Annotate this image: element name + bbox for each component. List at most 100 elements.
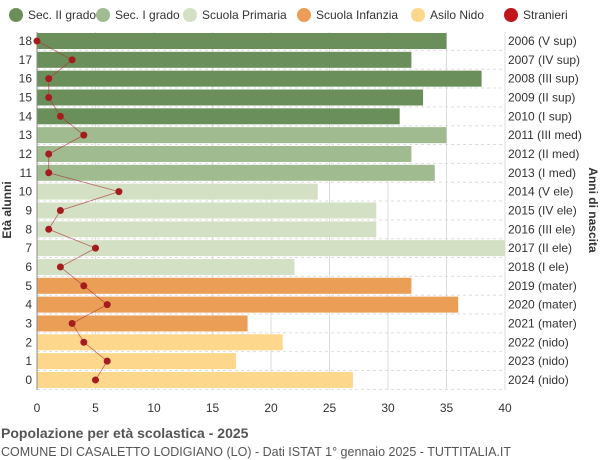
age-label: 16: [19, 72, 33, 86]
stranieri-point: [56, 206, 64, 214]
stranieri-point: [103, 357, 111, 365]
legend-marker: [96, 8, 110, 22]
stranieri-point: [45, 150, 53, 158]
x-tick-label: 30: [381, 401, 395, 415]
bar: [37, 89, 424, 106]
stranieri-point: [33, 37, 41, 45]
bar: [37, 127, 447, 144]
birth-year-label: 2007 (IV sup): [508, 53, 580, 67]
birth-year-label: 2015 (IV ele): [508, 203, 577, 217]
age-label: 8: [25, 222, 32, 236]
age-label: 2: [25, 335, 32, 349]
birth-year-label: 2019 (mater): [508, 279, 577, 293]
x-tick-label: 0: [34, 401, 41, 415]
birth-year-label: 2018 (I ele): [508, 260, 569, 274]
chart: Sec. II grado Sec. I grado Scuola Primaria…: [0, 8, 600, 415]
bar: [37, 353, 236, 370]
stranieri-point: [45, 169, 53, 177]
age-label: 14: [19, 109, 33, 123]
bar: [37, 258, 295, 275]
x-tick-label: 35: [440, 401, 454, 415]
age-label: 4: [25, 298, 32, 312]
birth-year-label: 2010 (I sup): [508, 109, 572, 123]
legend-label: Sec. II grado: [28, 8, 96, 22]
chart-title: Popolazione per età scolastica - 2025: [1, 425, 249, 441]
age-label: 17: [19, 53, 33, 67]
x-tick-label: 40: [498, 401, 512, 415]
bar: [37, 334, 283, 351]
y-axis-label: Età alunni: [0, 181, 14, 238]
legend-marker: [504, 8, 518, 22]
birth-year-label: 2016 (III ele): [508, 222, 575, 236]
stranieri-point: [92, 376, 99, 384]
legend-marker: [297, 8, 311, 22]
age-label: 1: [25, 354, 32, 368]
stranieri-point: [56, 112, 64, 120]
stranieri-point: [92, 244, 99, 252]
x-tick-label: 10: [147, 401, 161, 415]
birth-year-label: 2022 (nido): [508, 335, 569, 349]
birth-year-label: 2020 (mater): [508, 298, 577, 312]
x-tick-label: 25: [323, 401, 337, 415]
birth-year-label: 2008 (III sup): [508, 72, 579, 86]
bar: [37, 277, 412, 294]
bar: [37, 33, 447, 49]
age-label: 11: [20, 166, 33, 180]
age-label: 9: [25, 203, 32, 217]
x-tick-label: 15: [206, 401, 220, 415]
age-label: 15: [19, 90, 33, 104]
bar: [37, 183, 318, 200]
bar: [37, 221, 377, 238]
birth-year-label: 2006 (V sup): [508, 34, 577, 48]
bar: [37, 145, 412, 162]
legend-label: Stranieri: [523, 8, 568, 22]
birth-year-label: 2011 (III med): [508, 128, 582, 142]
legend-label: Scuola Infanzia: [316, 8, 398, 22]
legend-marker: [9, 8, 23, 22]
bar: [37, 296, 459, 313]
birth-year-label: 2021 (mater): [508, 316, 577, 330]
legend-marker: [183, 8, 197, 22]
legend-label: Sec. I grado: [115, 8, 180, 22]
age-label: 12: [19, 147, 33, 161]
legend-marker: [411, 8, 425, 22]
stranieri-point: [80, 338, 88, 346]
stranieri-point: [115, 188, 123, 196]
stranieri-point: [56, 263, 64, 271]
bar: [37, 51, 412, 68]
stranieri-point: [68, 56, 76, 64]
birth-year-label: 2024 (nido): [508, 373, 569, 387]
age-label: 6: [25, 260, 32, 274]
bar: [37, 315, 248, 332]
bar: [37, 240, 505, 257]
birth-year-label: 2009 (II sup): [508, 90, 575, 104]
bar: [37, 108, 400, 125]
age-label: 10: [19, 185, 33, 199]
bar: [37, 202, 377, 219]
stranieri-point: [103, 301, 111, 309]
chart-subtitle: COMUNE DI CASALETTO LODIGIANO (LO) - Dat…: [1, 445, 511, 459]
stranieri-point: [45, 225, 53, 233]
stranieri-point: [80, 282, 88, 290]
birth-year-label: 2012 (II med): [508, 147, 579, 161]
bar: [37, 164, 435, 181]
age-label: 18: [19, 34, 33, 48]
y-axis-label-right: Anni di nascita: [586, 167, 600, 253]
birth-year-label: 2017 (II ele): [508, 241, 572, 255]
stranieri-point: [80, 131, 88, 139]
stranieri-point: [45, 75, 53, 83]
stranieri-point: [45, 93, 53, 101]
x-tick-label: 5: [92, 401, 99, 415]
x-tick-label: 20: [264, 401, 278, 415]
age-label: 13: [19, 128, 33, 142]
age-label: 7: [25, 241, 32, 255]
age-label: 3: [25, 316, 32, 330]
age-label: 0: [25, 373, 32, 387]
stranieri-point: [68, 319, 76, 327]
legend-label: Asilo Nido: [430, 8, 484, 22]
birth-year-label: 2013 (I med): [508, 166, 576, 180]
legend-label: Scuola Primaria: [202, 8, 287, 22]
bar: [37, 371, 353, 388]
birth-year-label: 2014 (V ele): [508, 185, 573, 199]
age-label: 5: [25, 279, 32, 293]
